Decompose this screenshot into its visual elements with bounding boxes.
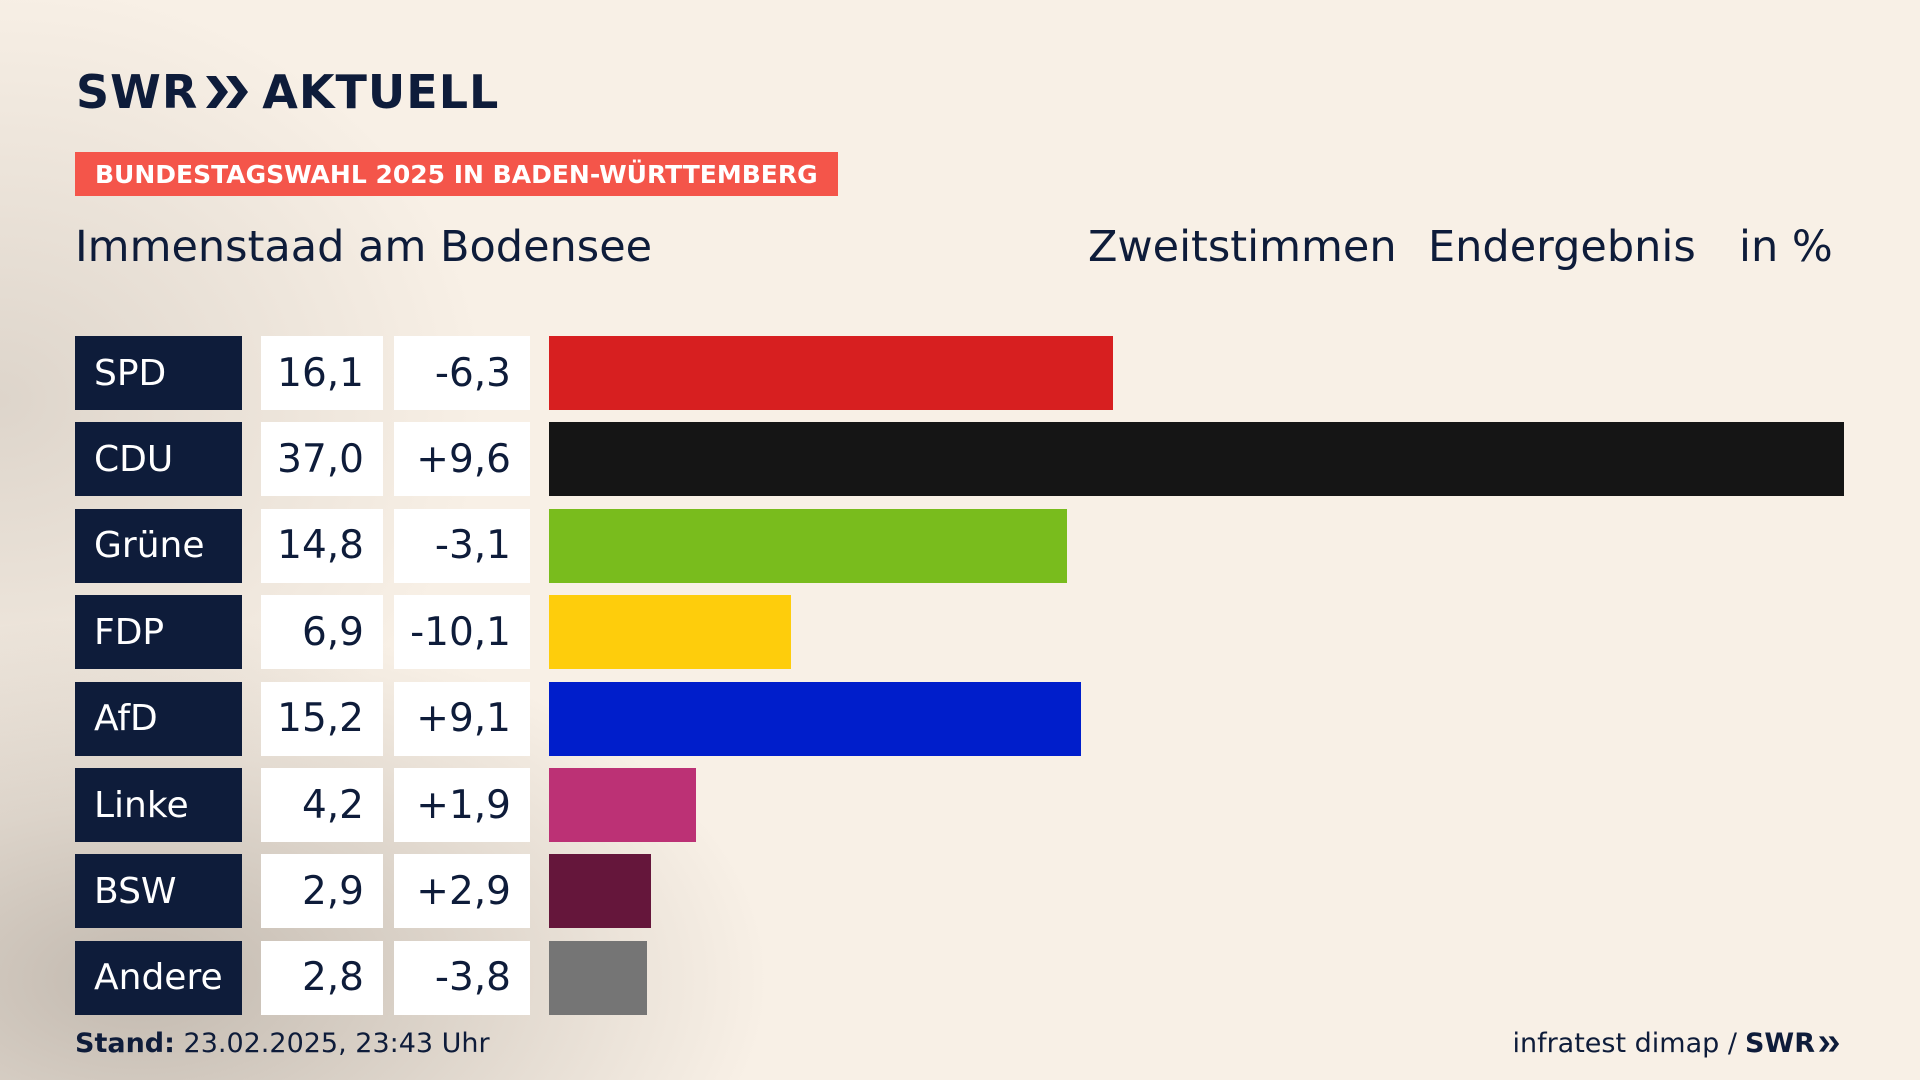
party-label: Andere <box>75 940 242 1015</box>
vote-share-change: +9,1 <box>394 681 530 756</box>
party-label: AfD <box>75 681 242 756</box>
party-label: SPD <box>75 336 242 410</box>
vote-share-value: 2,8 <box>261 940 383 1015</box>
result-bar <box>549 940 647 1015</box>
result-bar <box>549 508 1067 583</box>
vote-share-value: 15,2 <box>261 681 383 756</box>
result-bar <box>549 422 1844 497</box>
footer-chevron-icon <box>1818 1035 1840 1052</box>
vote-share-value: 4,2 <box>261 768 383 842</box>
source-credit: infratest dimap / SWR <box>1512 1028 1842 1059</box>
result-bar <box>549 336 1113 410</box>
result-status-label: Endergebnis <box>1428 222 1696 272</box>
vote-share-change: +9,6 <box>394 422 530 497</box>
vote-type-label: Zweitstimmen <box>1088 222 1397 272</box>
vote-share-value: 16,1 <box>261 336 383 410</box>
place-title: Immenstaad am Bodensee <box>75 222 653 272</box>
footer-swr-logo: SWR <box>1744 1028 1815 1059</box>
source-text: infratest dimap / <box>1512 1028 1737 1059</box>
vote-share-change: -3,8 <box>394 940 530 1015</box>
party-label: BSW <box>75 854 242 929</box>
election-badge: BUNDESTAGSWAHL 2025 IN BADEN-WÜRTTEMBERG <box>75 152 838 196</box>
unit-label: in % <box>1739 222 1833 272</box>
party-label: CDU <box>75 422 242 497</box>
stand-timestamp: Stand: 23.02.2025, 23:43 Uhr <box>75 1028 490 1059</box>
party-label: Grüne <box>75 508 242 583</box>
stand-value: 23.02.2025, 23:43 Uhr <box>183 1028 490 1059</box>
logo-aktuell-text: AKTUELL <box>262 65 500 119</box>
vote-share-value: 14,8 <box>261 508 383 583</box>
party-label: Linke <box>75 768 242 842</box>
vote-share-value: 2,9 <box>261 854 383 929</box>
result-bar <box>549 768 696 842</box>
result-bar <box>549 681 1081 756</box>
party-label: FDP <box>75 595 242 670</box>
result-bar <box>549 854 651 929</box>
vote-share-change: -3,1 <box>394 508 530 583</box>
vote-share-change: +2,9 <box>394 854 530 929</box>
vote-share-change: +1,9 <box>394 768 530 842</box>
logo-swr-text: SWR <box>76 65 199 119</box>
swr-aktuell-logo: SWR AKTUELL <box>76 64 499 120</box>
vote-share-value: 6,9 <box>261 595 383 670</box>
vote-share-value: 37,0 <box>261 422 383 497</box>
stand-label: Stand: <box>75 1028 175 1059</box>
vote-share-change: -10,1 <box>394 595 530 670</box>
vote-share-change: -6,3 <box>394 336 530 410</box>
result-bar <box>549 595 791 670</box>
double-chevron-icon <box>206 76 249 108</box>
